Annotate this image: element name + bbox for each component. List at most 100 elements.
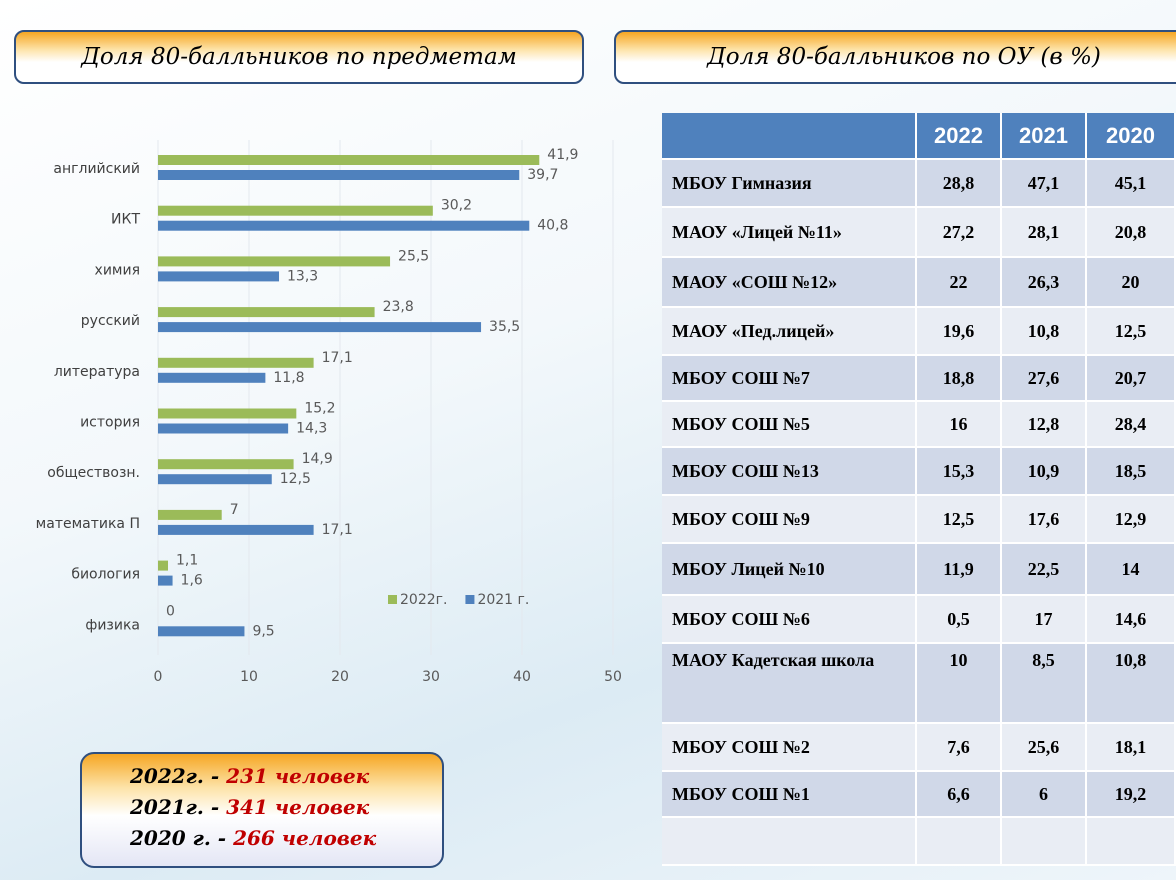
bar-value-label: 40,8 <box>537 218 568 234</box>
y-tick-label: русский <box>81 313 140 329</box>
bar <box>158 322 482 333</box>
table-header-cell: 2021 <box>1002 113 1087 160</box>
x-tick-label: 30 <box>422 669 440 685</box>
summary-label: 2021г. - <box>130 795 220 819</box>
chart: 0 10 20 30 40 50 английский 41,9 39,7 ИКТ 30,2 40,8… <box>36 140 622 685</box>
bar <box>158 509 222 520</box>
table-cell: 28,1 <box>1002 208 1087 258</box>
bar <box>158 560 169 571</box>
table-cell: 11,9 <box>917 544 1002 596</box>
table-cell: 12,9 <box>1087 496 1176 544</box>
table-cell: 12,5 <box>1087 308 1176 356</box>
table-cell-name: МБОУ СОШ №5 <box>662 402 917 448</box>
bar-value-label: 9,5 <box>252 623 274 639</box>
legend-label: 2021 г. <box>477 592 529 608</box>
bar-value-label: 0 <box>166 603 175 619</box>
summary-line: 2020 г. - 266 человек <box>130 826 442 857</box>
y-tick-label: литература <box>54 364 140 380</box>
bar <box>158 256 391 267</box>
table-cell: 20,7 <box>1087 356 1176 402</box>
table-cell-name: МАОУ «Лицей №11» <box>662 208 917 258</box>
bar-value-label: 13,3 <box>287 268 318 284</box>
bar <box>158 307 375 318</box>
table-cell: 25,6 <box>1002 724 1087 772</box>
table-cell <box>662 818 917 866</box>
table-cell: 27,2 <box>917 208 1002 258</box>
table-cell: 15,3 <box>917 448 1002 496</box>
table-cell-name: МАОУ «Пед.лицей» <box>662 308 917 356</box>
table-cell: 14 <box>1087 544 1176 596</box>
bar <box>158 626 245 637</box>
legend-label: 2022г. <box>400 592 447 608</box>
table-cell: 8,5 <box>1002 644 1087 724</box>
y-tick-label: обществозн. <box>47 465 140 481</box>
table-row: МБОУ СОШ №7 18,8 27,6 20,7 <box>662 356 1176 402</box>
table-cell <box>1087 818 1176 866</box>
table-row: МБОУ СОШ №1 6,6 6 19,2 <box>662 772 1176 818</box>
table-cell: 6,6 <box>917 772 1002 818</box>
table-header-cell: 2020 <box>1087 113 1176 160</box>
table-cell: 7,6 <box>917 724 1002 772</box>
table-cell: 22 <box>917 258 1002 308</box>
table-cell: 17 <box>1002 596 1087 644</box>
table-row <box>662 818 1176 866</box>
legend-swatch <box>388 595 397 604</box>
bar-value-label: 11,8 <box>273 370 304 386</box>
bar <box>158 170 520 180</box>
table-cell-name: МАОУ Кадетская школа <box>662 644 917 724</box>
table-row: МАОУ Кадетская школа 10 8,5 10,8 <box>662 644 1176 724</box>
bar-value-label: 30,2 <box>441 198 472 214</box>
table-cell: 18,8 <box>917 356 1002 402</box>
table-cell: 12,5 <box>917 496 1002 544</box>
table-cell: 28,4 <box>1087 402 1176 448</box>
y-tick-label: физика <box>85 617 140 633</box>
y-tick-label: история <box>80 415 140 431</box>
summary-count: 341 человек <box>226 795 370 819</box>
bar-value-label: 17,1 <box>322 522 353 538</box>
table-cell: 47,1 <box>1002 160 1087 208</box>
bar <box>158 459 294 470</box>
table-cell-name: МБОУ СОШ №9 <box>662 496 917 544</box>
table-header-cell: 2022 <box>917 113 1002 160</box>
table-cell-name: МБОУ СОШ №6 <box>662 596 917 644</box>
table-cell: 14,6 <box>1087 596 1176 644</box>
left-header: Доля 80-балльников по предметам <box>14 30 584 84</box>
bar-value-label: 25,5 <box>398 248 429 264</box>
x-tick-label: 20 <box>331 669 349 685</box>
x-tick-label: 10 <box>240 669 258 685</box>
bar-value-label: 41,9 <box>547 147 578 163</box>
table-cell: 27,6 <box>1002 356 1087 402</box>
table-cell: 26,3 <box>1002 258 1087 308</box>
table-header-cell <box>662 113 917 160</box>
bar-value-label: 17,1 <box>322 350 353 366</box>
summary-label: 2020 г. - <box>130 826 227 850</box>
table-cell: 20 <box>1087 258 1176 308</box>
table-cell: 18,5 <box>1087 448 1176 496</box>
summary-line: 2022г. - 231 человек <box>130 764 442 795</box>
y-tick-label: ИКТ <box>111 212 140 228</box>
bar <box>158 524 314 535</box>
bar-value-label: 39,7 <box>527 167 558 183</box>
bar-value-label: 7 <box>230 502 239 518</box>
table-cell: 16 <box>917 402 1002 448</box>
summary-count: 266 человек <box>233 826 377 850</box>
bar <box>158 357 314 368</box>
table-cell: 10,8 <box>1087 644 1176 724</box>
table-cell: 19,6 <box>917 308 1002 356</box>
table-cell: 20,8 <box>1087 208 1176 258</box>
bar-value-label: 12,5 <box>280 471 311 487</box>
right-header: Доля 80-балльников по ОУ (в %) <box>614 30 1176 84</box>
summary-line: 2021г. - 341 человек <box>130 795 442 826</box>
table-cell-name: МБОУ СОШ №2 <box>662 724 917 772</box>
bar-value-label: 1,1 <box>176 553 198 569</box>
bar <box>158 372 266 383</box>
table-row: МБОУ СОШ №13 15,3 10,9 18,5 <box>662 448 1176 496</box>
bar <box>158 220 530 231</box>
table-cell-name: МАОУ «СОШ №12» <box>662 258 917 308</box>
x-tick-label: 40 <box>513 669 531 685</box>
table-cell: 0,5 <box>917 596 1002 644</box>
bar-value-label: 23,8 <box>383 299 414 315</box>
table-row: МБОУ СОШ №6 0,5 17 14,6 <box>662 596 1176 644</box>
table-row: МАОУ «Лицей №11» 27,2 28,1 20,8 <box>662 208 1176 258</box>
